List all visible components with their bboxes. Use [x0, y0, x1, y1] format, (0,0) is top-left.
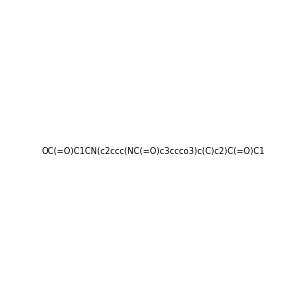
Text: OC(=O)C1CN(c2ccc(NC(=O)c3ccco3)c(C)c2)C(=O)C1: OC(=O)C1CN(c2ccc(NC(=O)c3ccco3)c(C)c2)C(…	[42, 147, 266, 156]
